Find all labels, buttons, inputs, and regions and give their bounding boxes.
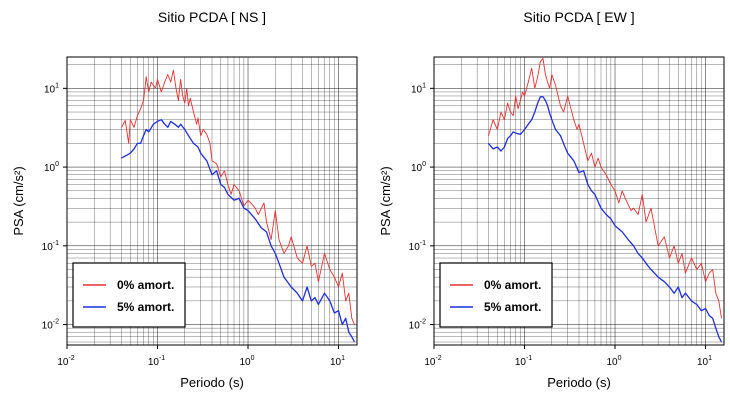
x-axis-label: Periodo (s) [547, 375, 611, 390]
x-tick-label: 101 [330, 355, 345, 368]
legend: 0% amort. 5% amort. [439, 262, 553, 328]
y-tick-label: 100 [411, 161, 426, 174]
legend-label: 0% amort. [484, 278, 541, 292]
series-line-undamped [121, 69, 355, 325]
legend-label: 5% amort. [484, 300, 541, 314]
legend-label: 5% amort. [117, 300, 174, 314]
y-tick-label: 10-1 [42, 240, 59, 253]
plot-frame [66, 56, 358, 346]
series-line-damped [121, 119, 356, 343]
y-axis-label: PSA (cm/s²) [11, 166, 26, 235]
y-tick-label: 10-2 [42, 319, 59, 332]
y-tick-label: 10-1 [409, 240, 426, 253]
legend-label: 0% amort. [117, 278, 174, 292]
y-tick-label: 100 [44, 161, 59, 174]
x-tick-label: 101 [697, 355, 712, 368]
x-axis-label: Periodo (s) [180, 375, 244, 390]
y-tick-label: 101 [411, 82, 426, 95]
y-tick-label: 101 [44, 82, 59, 95]
legend-box [439, 262, 553, 328]
x-tick-label: 10-1 [148, 355, 165, 368]
x-tick-label: 10-2 [57, 355, 74, 368]
y-tick-label: 10-2 [409, 319, 426, 332]
chart-panel-2: Sitio PCDA [ EW ] 10-2 10-1 100 101 10-2 10-1 1… [378, 9, 725, 390]
plot-frame [433, 56, 725, 346]
legend-box [72, 262, 186, 328]
x-tick-label: 10-2 [424, 355, 441, 368]
x-tick-label: 10-1 [515, 355, 532, 368]
grid [434, 57, 724, 345]
chart-title: Sitio PCDA [ NS ] [158, 9, 266, 25]
x-tick-label: 100 [240, 355, 255, 368]
x-tick-label: 100 [607, 355, 622, 368]
y-axis-label: PSA (cm/s²) [378, 166, 393, 235]
series-line-damped [488, 96, 723, 343]
chart-title: Sitio PCDA [ EW ] [523, 9, 634, 25]
legend: 0% amort. 5% amort. [72, 262, 186, 328]
series-line-undamped [488, 57, 722, 319]
chart-panel-1: Sitio PCDA [ NS ] 10-2 10-1 100 101 10-2 10-1 1… [11, 9, 358, 390]
